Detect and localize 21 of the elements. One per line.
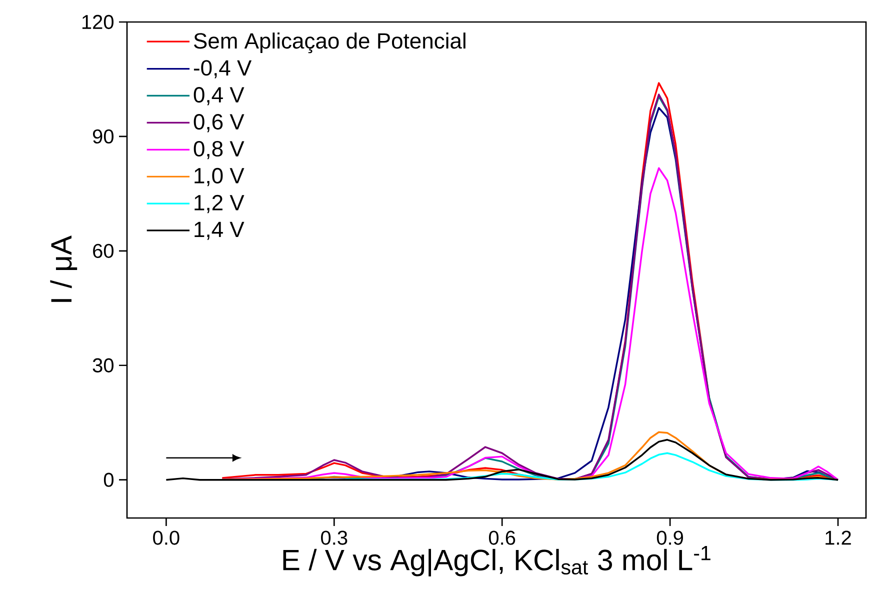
y-tick-label: 0 (104, 472, 114, 487)
x-axis-title: E / V vs Ag|AgCl, KCl$_{sat}$ 3 mol L$^{-1}$ (283, 546, 710, 576)
x-tick-label: 0.0 (153, 530, 180, 545)
x-tick-label: 1.2 (826, 530, 851, 545)
y-tick-label: 60 (93, 244, 114, 258)
legend-label: Sem Aplicaçao de Potencial (194, 32, 466, 54)
y-tick-label: 90 (92, 129, 114, 144)
x-tick-label: 0.9 (656, 530, 683, 545)
legend-label: 1,0 V (194, 168, 244, 186)
x-tick-label: 0.3 (321, 530, 348, 545)
y-axis-title: I / μA (50, 236, 78, 302)
x-tick-label: 0.6 (488, 530, 516, 545)
y-tick-label: 120 (82, 14, 114, 30)
legend-label: -0,4 V (194, 60, 252, 78)
legend-label: 0,4 V (194, 87, 244, 106)
y-tick-label: 30 (92, 358, 114, 372)
legend-label: 0,8 V (194, 140, 244, 160)
legend-label: 0,6 V (194, 114, 244, 132)
line-series (221, 431, 839, 481)
legend-label: 1,4 V (194, 222, 244, 240)
legend-label: 1,2 V (194, 194, 244, 214)
